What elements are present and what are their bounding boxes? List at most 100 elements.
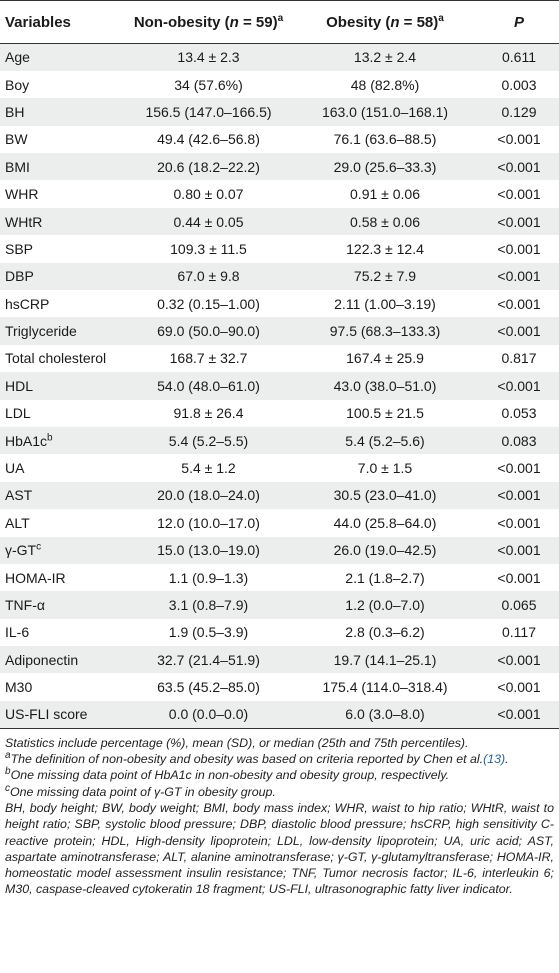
table-row: LDL 91.8 ± 26.4 100.5 ± 21.5 0.053: [0, 399, 559, 427]
cell-variable: ALT: [0, 509, 126, 537]
cell-non-obesity: 32.7 (21.4–51.9): [126, 646, 291, 674]
table-row: Boy 34 (57.6%) 48 (82.8%) 0.003: [0, 70, 559, 99]
cell-p-value: 0.065: [479, 591, 559, 619]
cell-variable: BW: [0, 125, 126, 154]
cell-non-obesity: 1.1 (0.9–1.3): [126, 563, 291, 592]
cell-p-value: <0.001: [479, 207, 559, 236]
footnote-statistics: Statistics include percentage (%), mean …: [5, 735, 469, 750]
cell-p-value: <0.001: [479, 563, 559, 592]
cell-p-value: <0.001: [479, 454, 559, 482]
cell-non-obesity: 12.0 (10.0–17.0): [126, 509, 291, 537]
cell-non-obesity: 1.9 (0.5–3.9): [126, 618, 291, 647]
table-row: Adiponectin 32.7 (21.4–51.9) 19.7 (14.1–25…: [0, 646, 559, 674]
cell-variable: γ-GTc: [0, 536, 126, 564]
table-row: M30 63.5 (45.2–85.0) 175.4 (114.0–318.4) <0…: [0, 673, 559, 701]
cell-obesity: 26.0 (19.0–42.5): [291, 536, 479, 564]
table-row: Triglyceride 69.0 (50.0–90.0) 97.5 (68.3–1…: [0, 317, 559, 345]
header-obesity: Obesity (n = 58)a: [291, 0, 479, 44]
cell-obesity: 48 (82.8%): [291, 70, 479, 99]
cell-variable: LDL: [0, 399, 126, 427]
cell-variable: HbA1cb: [0, 426, 126, 455]
cell-non-obesity: 49.4 (42.6–56.8): [126, 125, 291, 154]
cell-variable: Boy: [0, 70, 126, 99]
cell-obesity: 2.8 (0.3–6.2): [291, 618, 479, 647]
table-row: HDL 54.0 (48.0–61.0) 43.0 (38.0–51.0) <0.00…: [0, 372, 559, 400]
header-p-value: P: [479, 0, 559, 44]
table-row: SBP 109.3 ± 11.5 122.3 ± 12.4 <0.001: [0, 235, 559, 263]
table-row: BMI 20.6 (18.2–22.2) 29.0 (25.6–33.3) <0.00…: [0, 153, 559, 181]
cell-obesity: 5.4 (5.2–5.6): [291, 426, 479, 455]
cell-non-obesity: 156.5 (147.0–166.5): [126, 98, 291, 126]
cell-p-value: 0.611: [479, 43, 559, 71]
table-row: BH 156.5 (147.0–166.5) 163.0 (151.0–168.1)…: [0, 98, 559, 126]
cell-p-value: <0.001: [479, 646, 559, 674]
cell-obesity: 0.58 ± 0.06: [291, 207, 479, 236]
cell-non-obesity: 168.7 ± 32.7: [126, 344, 291, 373]
cell-non-obesity: 15.0 (13.0–19.0): [126, 536, 291, 564]
cell-p-value: <0.001: [479, 481, 559, 510]
cell-non-obesity: 34 (57.6%): [126, 70, 291, 99]
table-row: IL-6 1.9 (0.5–3.9) 2.8 (0.3–6.2) 0.117: [0, 618, 559, 647]
cell-non-obesity: 0.32 (0.15–1.00): [126, 290, 291, 318]
cell-p-value: 0.003: [479, 70, 559, 99]
cell-obesity: 43.0 (38.0–51.0): [291, 372, 479, 400]
cell-non-obesity: 54.0 (48.0–61.0): [126, 372, 291, 400]
cell-non-obesity: 0.0 (0.0–0.0): [126, 700, 291, 729]
cell-non-obesity: 67.0 ± 9.8: [126, 262, 291, 291]
cell-non-obesity: 13.4 ± 2.3: [126, 43, 291, 71]
table-row: γ-GTc 15.0 (13.0–19.0) 26.0 (19.0–42.5) <0.…: [0, 536, 559, 564]
footnote-b: bOne missing data point of HbA1c in non-…: [5, 766, 450, 783]
cell-variable: AST: [0, 481, 126, 510]
cell-non-obesity: 20.6 (18.2–22.2): [126, 153, 291, 181]
table-row: ALT 12.0 (10.0–17.0) 44.0 (25.8–64.0) <0.00…: [0, 509, 559, 537]
table-row: WHR 0.80 ± 0.07 0.91 ± 0.06 <0.001: [0, 180, 559, 208]
cell-p-value: 0.053: [479, 399, 559, 427]
cell-variable: WHtR: [0, 207, 126, 236]
cell-non-obesity: 3.1 (0.8–7.9): [126, 591, 291, 619]
cell-obesity: 2.1 (1.8–2.7): [291, 563, 479, 592]
cell-non-obesity: 5.4 ± 1.2: [126, 454, 291, 482]
cell-obesity: 19.7 (14.1–25.1): [291, 646, 479, 674]
table-row: HbA1cb 5.4 (5.2–5.5) 5.4 (5.2–5.6) 0.083: [0, 426, 559, 455]
cell-obesity: 122.3 ± 12.4: [291, 235, 479, 263]
header-variables: Variables: [0, 0, 126, 44]
cell-obesity: 175.4 (114.0–318.4): [291, 673, 479, 701]
cell-variable: BMI: [0, 153, 126, 181]
cell-p-value: 0.117: [479, 618, 559, 647]
cell-p-value: <0.001: [479, 700, 559, 729]
table-row: HOMA-IR 1.1 (0.9–1.3) 2.1 (1.8–2.7) <0.001: [0, 563, 559, 592]
cell-variable: hsCRP: [0, 290, 126, 318]
cell-obesity: 30.5 (23.0–41.0): [291, 481, 479, 510]
cell-non-obesity: 69.0 (50.0–90.0): [126, 317, 291, 345]
cell-p-value: <0.001: [479, 125, 559, 154]
table-header: Variables Non-obesity (n = 59)a Obesity …: [0, 0, 559, 44]
cell-obesity: 97.5 (68.3–133.3): [291, 317, 479, 345]
table-row: US-FLI score 0.0 (0.0–0.0) 6.0 (3.0–8.0) <0…: [0, 700, 559, 729]
cell-non-obesity: 0.80 ± 0.07: [126, 180, 291, 208]
table-row: hsCRP 0.32 (0.15–1.00) 2.11 (1.00–3.19) <0.…: [0, 290, 559, 318]
cell-variable: TNF-α: [0, 591, 126, 619]
cell-obesity: 13.2 ± 2.4: [291, 43, 479, 71]
cell-p-value: <0.001: [479, 509, 559, 537]
table-figure: Variables Non-obesity (n = 59)a Obesity …: [0, 0, 559, 896]
cell-non-obesity: 5.4 (5.2–5.5): [126, 426, 291, 455]
cell-obesity: 76.1 (63.6–88.5): [291, 125, 479, 154]
cell-p-value: <0.001: [479, 180, 559, 208]
cell-variable: HOMA-IR: [0, 563, 126, 592]
cell-p-value: <0.001: [479, 317, 559, 345]
cell-p-value: <0.001: [479, 372, 559, 400]
cell-p-value: <0.001: [479, 673, 559, 701]
cell-non-obesity: 91.8 ± 26.4: [126, 399, 291, 427]
table-row: BW 49.4 (42.6–56.8) 76.1 (63.6–88.5) <0.001: [0, 125, 559, 154]
table-row: TNF-α 3.1 (0.8–7.9) 1.2 (0.0–7.0) 0.065: [0, 591, 559, 619]
cell-variable: US-FLI score: [0, 700, 126, 729]
cell-obesity: 2.11 (1.00–3.19): [291, 290, 479, 318]
characteristics-table: Variables Non-obesity (n = 59)a Obesity …: [0, 0, 559, 729]
cell-non-obesity: 63.5 (45.2–85.0): [126, 673, 291, 701]
cell-p-value: 0.083: [479, 426, 559, 455]
cell-variable: BH: [0, 98, 126, 126]
cell-variable: Age: [0, 43, 126, 71]
cell-obesity: 1.2 (0.0–7.0): [291, 591, 479, 619]
cell-variable: Total cholesterol: [0, 344, 126, 373]
reference-link[interactable]: (13): [483, 752, 506, 767]
